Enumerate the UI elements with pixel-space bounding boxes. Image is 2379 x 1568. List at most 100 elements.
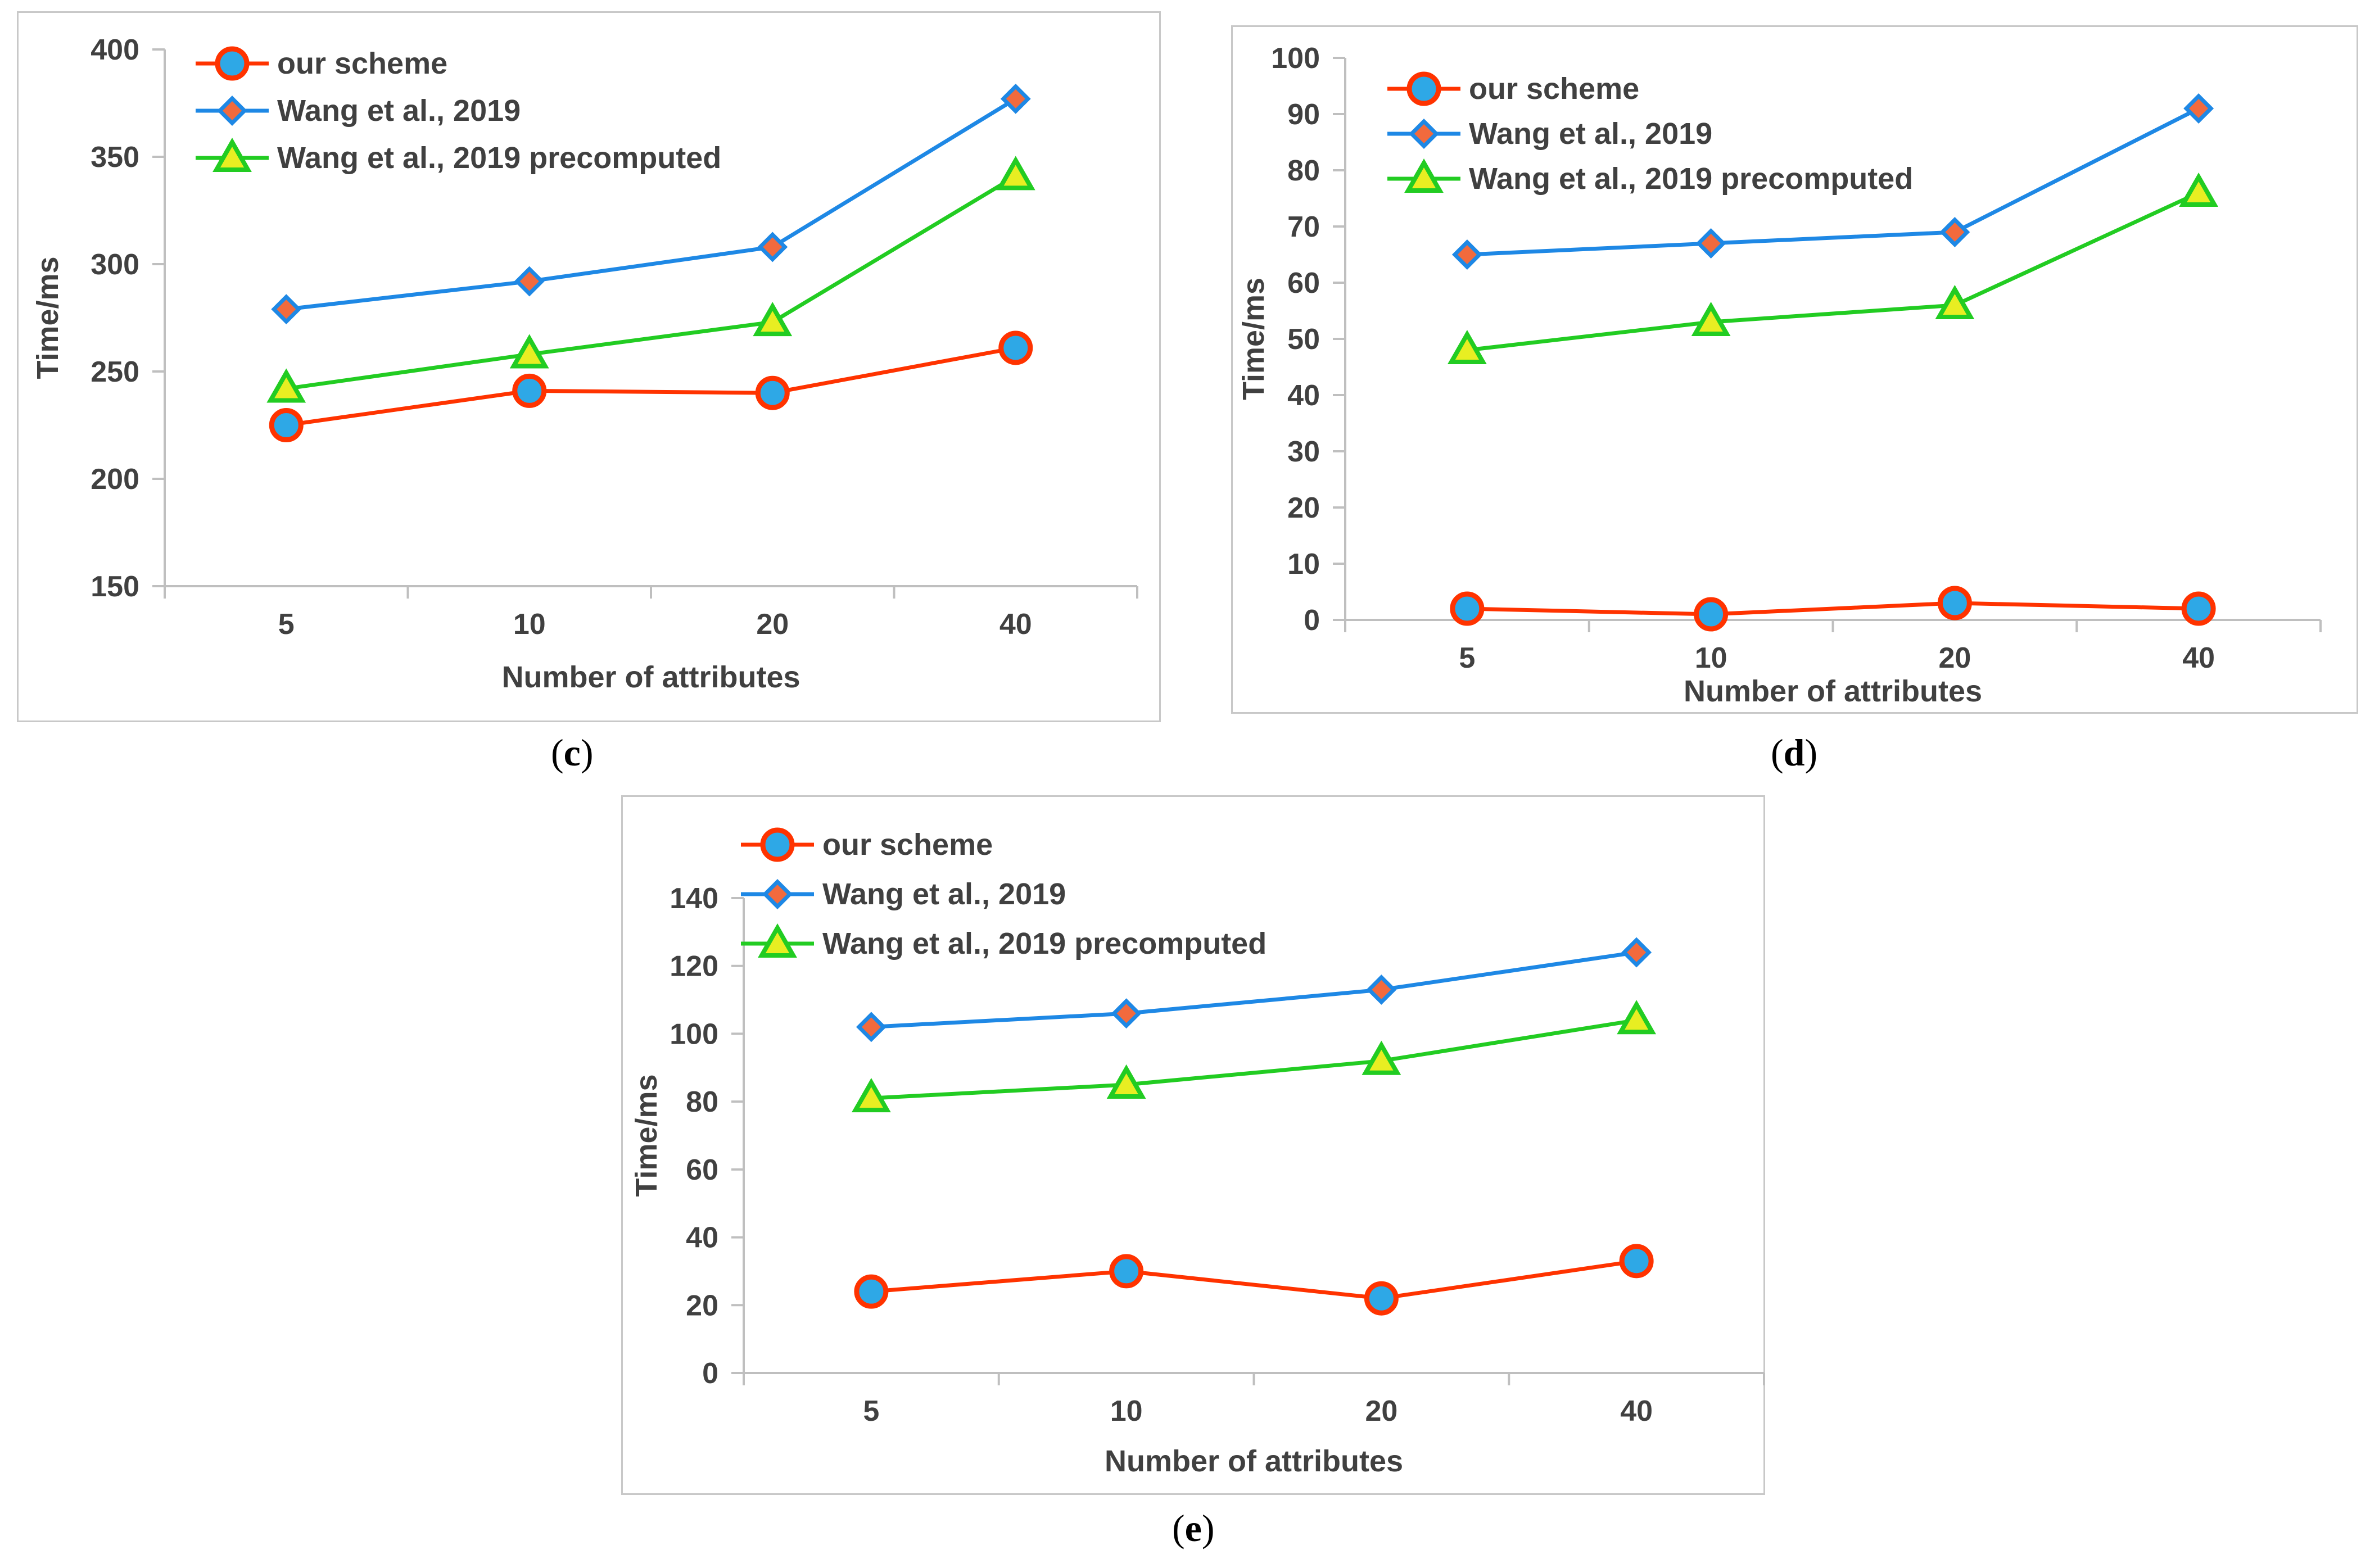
y-tick-label: 100	[1271, 42, 1320, 75]
chart-svg-d: 0 10 20 30 40 50 60 70 80 90 100 5 10 20 40 Number of a…	[1237, 42, 2322, 708]
data-point	[753, 302, 793, 337]
series-line-1	[871, 950, 1637, 1029]
series-line-0	[1467, 601, 2199, 617]
data-point	[1362, 1040, 1401, 1075]
x-axis-title: Number of attributes	[1105, 1444, 1403, 1478]
y-tick-label: 100	[670, 1018, 718, 1050]
data-point	[757, 232, 788, 262]
legend-marker	[217, 96, 247, 126]
data-point	[1451, 239, 1482, 270]
y-tick-label: 140	[670, 882, 718, 915]
data-point	[854, 1274, 889, 1309]
data-point	[996, 156, 1035, 191]
x-axis-title: Number of attributes	[1684, 674, 1982, 708]
data-point	[1617, 1000, 1657, 1035]
y-tick-label: 40	[686, 1222, 718, 1254]
data-point	[1621, 937, 1652, 968]
chart-svg-e: 0 20 40 60 80 100 120 140 5 10 20 40 Number of attri…	[630, 827, 1765, 1478]
series-line-1	[1467, 106, 2200, 257]
x-tick-label: 20	[1938, 642, 1971, 674]
y-tick-label: 150	[91, 570, 139, 603]
legend-marker	[758, 923, 797, 958]
data-point	[998, 330, 1033, 365]
series-line-1	[286, 97, 1017, 311]
series-line-2	[1467, 191, 2200, 352]
y-tick-label: 400	[91, 34, 139, 66]
data-point	[509, 334, 549, 369]
data-point	[755, 375, 790, 410]
y-axis-title: Time/ms	[630, 1074, 663, 1197]
y-axis-title: Time/ms	[1237, 278, 1270, 400]
y-tick-label: 350	[91, 141, 139, 174]
series-line-0	[871, 1259, 1637, 1300]
y-tick-label: 250	[91, 356, 139, 388]
caption-e: (e)	[1172, 1507, 1215, 1549]
y-tick-label: 300	[91, 248, 139, 281]
legend-label: Wang et al., 2019	[1469, 117, 1712, 151]
data-point	[1447, 329, 1487, 364]
y-tick-label: 20	[1287, 492, 1320, 524]
y-tick-label: 80	[1287, 155, 1320, 187]
y-tick-label: 70	[1287, 211, 1320, 243]
y-tick-label: 60	[1287, 267, 1320, 300]
y-tick-label: 80	[686, 1086, 718, 1118]
data-point	[269, 408, 304, 442]
legend-label: Wang et al., 2019 precomputed	[277, 141, 721, 175]
legend-marker	[1409, 119, 1439, 149]
series-line-0	[286, 346, 1016, 427]
data-point	[1694, 597, 1729, 632]
data-point	[1695, 228, 1726, 259]
data-point	[512, 373, 547, 408]
series-line-2	[286, 174, 1017, 391]
data-point	[1000, 83, 1031, 114]
chart-panel-d: 0 10 20 30 40 50 60 70 80 90 100 5 10 20 40 Number of a…	[1231, 25, 2358, 714]
x-axis-title: Number of attributes	[501, 660, 800, 694]
legend-label: our scheme	[822, 828, 993, 862]
caption-c: (c)	[551, 731, 594, 774]
y-tick-label: 0	[702, 1357, 718, 1390]
x-tick-label: 10	[1110, 1395, 1143, 1427]
data-point	[1939, 217, 1970, 247]
y-tick-label: 40	[1287, 379, 1320, 412]
y-tick-label: 30	[1287, 436, 1320, 468]
x-tick-label: 5	[863, 1395, 879, 1427]
data-point	[271, 294, 302, 325]
x-tick-label: 5	[1459, 642, 1475, 674]
data-point	[266, 368, 306, 403]
x-tick-label: 40	[999, 608, 1032, 641]
y-tick-label: 50	[1287, 323, 1320, 356]
legend-label: Wang et al., 2019	[822, 877, 1066, 911]
data-point	[2181, 591, 2216, 626]
data-point	[1935, 284, 1975, 319]
data-point	[851, 1078, 891, 1113]
data-point	[1106, 1064, 1146, 1099]
x-tick-label: 10	[1695, 642, 1727, 674]
y-tick-label: 0	[1304, 604, 1320, 637]
legend-label: Wang et al., 2019	[277, 94, 521, 128]
x-tick-label: 40	[1620, 1395, 1653, 1427]
y-tick-label: 120	[670, 950, 718, 983]
legend-marker	[760, 827, 795, 862]
legend-marker	[1404, 158, 1444, 193]
x-tick-label: 5	[278, 608, 295, 641]
data-point	[1691, 301, 1731, 336]
y-tick-label: 90	[1287, 98, 1320, 131]
legend-marker	[762, 879, 793, 909]
legend-label: Wang et al., 2019 precomputed	[1469, 162, 1913, 196]
data-point	[2183, 93, 2214, 124]
data-point	[1109, 1254, 1144, 1289]
data-point	[1450, 591, 1485, 626]
legend-label: our scheme	[1469, 72, 1639, 106]
y-tick-label: 20	[686, 1289, 718, 1322]
x-tick-label: 10	[513, 608, 546, 641]
y-tick-label: 200	[91, 463, 139, 496]
legend-marker	[215, 46, 250, 81]
chart-svg-c: 150 200 250 300 350 400 5 10 20 40 Number of attri…	[31, 34, 1138, 694]
data-point	[1366, 975, 1397, 1005]
x-tick-label: 20	[756, 608, 789, 641]
y-axis-title: Time/ms	[31, 256, 65, 379]
y-tick-label: 10	[1287, 548, 1320, 581]
x-tick-label: 20	[1365, 1395, 1397, 1427]
data-point	[856, 1012, 887, 1043]
chart-panel-c: 150 200 250 300 350 400 5 10 20 40 Number of attri…	[17, 11, 1161, 722]
